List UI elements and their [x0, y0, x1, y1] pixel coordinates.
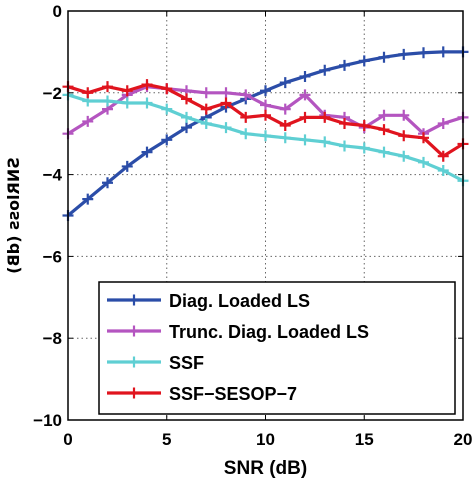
data-point — [378, 109, 390, 121]
data-point — [240, 89, 252, 101]
legend-entry: SSF — [107, 353, 204, 373]
data-point — [437, 117, 449, 129]
data-point — [121, 97, 133, 109]
x-tick-label: 5 — [162, 430, 171, 449]
data-point — [319, 64, 331, 76]
data-point — [319, 111, 331, 123]
series-lines — [62, 46, 469, 221]
data-point — [378, 146, 390, 158]
data-point — [220, 122, 232, 134]
data-point — [82, 87, 94, 99]
data-point — [102, 177, 113, 189]
data-point — [181, 122, 192, 134]
data-point — [141, 97, 153, 109]
data-point — [437, 165, 449, 177]
data-point — [279, 132, 291, 144]
legend-marker — [128, 387, 140, 399]
data-point — [358, 120, 370, 132]
data-point — [279, 103, 291, 115]
data-point — [378, 124, 390, 136]
data-point — [398, 130, 410, 142]
data-point — [339, 140, 350, 152]
data-point — [398, 150, 410, 162]
data-point — [279, 77, 291, 89]
data-point — [378, 51, 390, 63]
data-point — [358, 142, 370, 154]
legend-entry: Diag. Loaded LS — [107, 291, 310, 311]
legend-marker — [128, 356, 140, 368]
data-point — [398, 48, 410, 60]
data-point — [102, 81, 113, 93]
x-tick-label: 0 — [63, 430, 72, 449]
data-point — [437, 46, 449, 58]
legend-label: SSF — [169, 353, 204, 373]
data-point — [121, 85, 133, 97]
series-ssf-sesop-7 — [62, 79, 469, 162]
data-point — [279, 120, 291, 132]
data-point — [102, 95, 113, 107]
series-ssf — [62, 89, 469, 187]
y-axis-label: SNRloss (dB) — [4, 157, 23, 274]
data-point — [82, 115, 94, 127]
data-point — [200, 117, 212, 129]
x-tick-label: 10 — [256, 430, 275, 449]
data-point — [181, 111, 192, 123]
legend: Diag. Loaded LS Trunc. Diag. Loaded LS SSF… — [98, 281, 456, 415]
data-point — [418, 132, 429, 144]
axis-ticks: 0 5 10 15 20 0 −2 −4 −6 −8 −10 — [33, 2, 472, 449]
data-point — [82, 193, 94, 205]
data-point — [240, 111, 252, 123]
data-point — [220, 87, 232, 99]
data-point — [418, 156, 429, 168]
data-point — [260, 109, 271, 121]
data-point — [299, 134, 311, 146]
data-point — [181, 93, 192, 105]
data-point — [319, 136, 331, 148]
data-point — [299, 70, 311, 82]
data-point — [121, 160, 133, 172]
data-point — [200, 87, 212, 99]
data-point — [299, 111, 311, 123]
data-point — [240, 128, 252, 140]
x-tick-label: 15 — [355, 430, 374, 449]
data-point — [260, 130, 271, 142]
data-point — [161, 83, 173, 95]
legend-entry: Trunc. Diag. Loaded LS — [107, 322, 369, 342]
data-point — [437, 150, 449, 162]
legend-label: Trunc. Diag. Loaded LS — [169, 322, 369, 342]
x-axis-label: SNR (dB) — [224, 458, 307, 479]
data-point — [141, 146, 153, 158]
x-tick-label: 20 — [454, 430, 473, 449]
data-point — [200, 103, 212, 115]
legend-marker — [128, 294, 140, 306]
y-tick-label: −6 — [43, 247, 62, 266]
data-point — [299, 89, 311, 101]
data-point — [141, 79, 153, 91]
legend-entry: SSF−SESOP−7 — [107, 384, 297, 404]
data-point — [260, 99, 271, 111]
data-point — [339, 59, 350, 71]
legend-label: SSF−SESOP−7 — [169, 384, 297, 404]
data-point — [220, 97, 232, 109]
legend-label: Diag. Loaded LS — [169, 291, 310, 311]
data-point — [398, 109, 410, 121]
y-tick-label: −8 — [43, 329, 62, 348]
y-tick-label: −2 — [43, 84, 62, 103]
data-point — [260, 85, 271, 97]
y-tick-label: −10 — [33, 411, 62, 430]
data-point — [161, 103, 173, 115]
y-tick-label: −4 — [43, 166, 63, 185]
data-point — [161, 134, 173, 146]
y-tick-label: 0 — [53, 2, 62, 21]
data-point — [358, 55, 370, 67]
data-point — [418, 47, 429, 59]
data-point — [339, 117, 350, 129]
legend-marker — [128, 325, 140, 337]
